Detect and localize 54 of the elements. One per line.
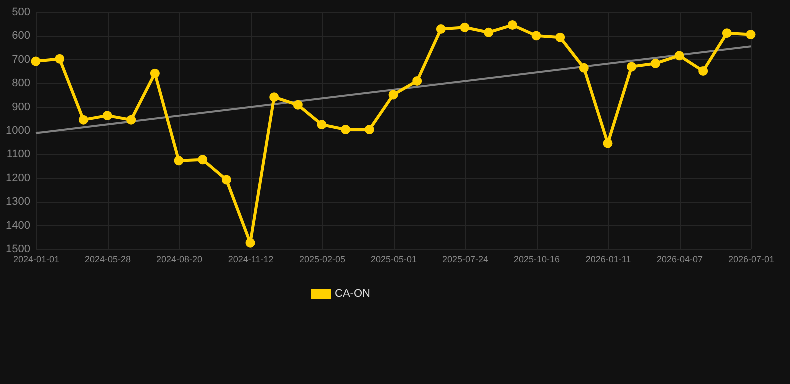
point — [150, 68, 160, 78]
point — [317, 120, 327, 130]
point — [650, 58, 660, 68]
point — [722, 28, 732, 38]
x-tick-label: 2026-04-07 — [656, 254, 704, 264]
y-tick-label: 1000 — [6, 125, 30, 137]
y-tick-label: 1200 — [6, 172, 30, 184]
x-tick-label: 2025-02-05 — [299, 254, 346, 264]
legend-label: CA-ON — [335, 288, 370, 300]
point — [532, 31, 542, 41]
point — [508, 20, 518, 30]
point — [55, 54, 65, 64]
y-tick-label: 1500 — [6, 244, 30, 256]
point — [270, 92, 280, 102]
point — [31, 56, 41, 66]
x-tick-label: 2024-11-12 — [228, 254, 274, 264]
y-tick-label: 900 — [12, 101, 30, 114]
x-tick-label: 2026-01-11 — [586, 254, 632, 264]
point — [246, 238, 256, 248]
point — [579, 63, 589, 73]
x-tick-label: 2025-07-24 — [442, 254, 489, 264]
point — [78, 115, 88, 125]
point — [674, 51, 684, 61]
point — [698, 66, 708, 76]
x-tick-label: 2024-01-01 — [13, 254, 60, 264]
y-tick-label: 1400 — [6, 220, 30, 232]
point — [746, 30, 756, 40]
point — [388, 90, 398, 100]
y-tick-label: 500 — [12, 6, 30, 18]
point — [436, 24, 446, 34]
y-tick-label: 1100 — [6, 148, 30, 161]
point — [556, 32, 566, 42]
point — [293, 100, 303, 110]
x-tick-label: 2024-05-28 — [84, 254, 132, 264]
point — [627, 62, 637, 72]
x-tick-label: 2025-10-16 — [514, 254, 560, 264]
point — [364, 125, 374, 135]
point — [198, 155, 208, 165]
point — [460, 22, 470, 32]
point — [222, 175, 232, 185]
point — [412, 76, 422, 86]
point — [102, 111, 112, 121]
y-tick-label: 800 — [12, 78, 30, 90]
point — [126, 115, 136, 125]
y-tick-label: 700 — [12, 54, 30, 66]
x-tick-label: 2024-08-20 — [156, 254, 203, 264]
x-tick-label: 2025-05-01 — [370, 254, 418, 264]
y-tick-label: 600 — [12, 30, 30, 42]
y-tick-label: 1300 — [6, 196, 30, 208]
point — [603, 138, 613, 148]
point — [484, 28, 494, 38]
point — [341, 125, 351, 135]
point — [174, 156, 184, 166]
x-tick-label: 2026-07-01 — [728, 254, 775, 264]
